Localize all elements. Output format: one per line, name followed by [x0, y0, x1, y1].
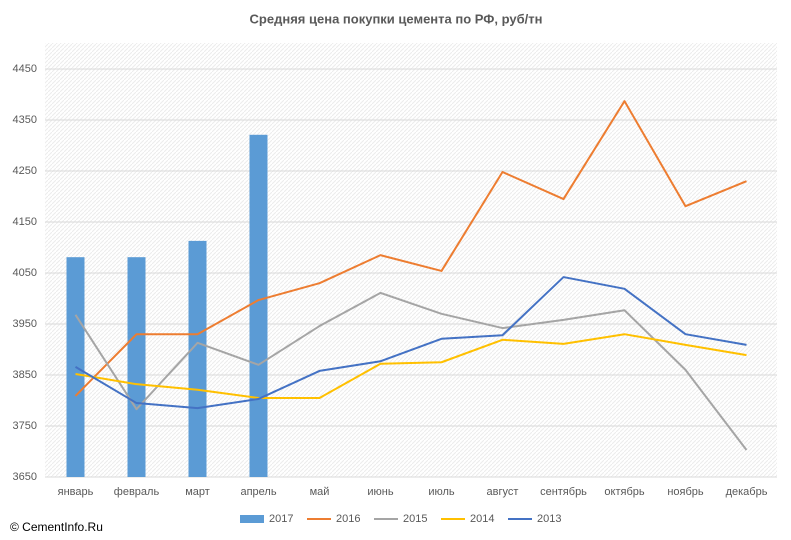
bar — [249, 134, 268, 478]
y-tick-label: 3950 — [13, 318, 37, 330]
x-tick-label: август — [487, 486, 519, 498]
y-tick-label: 4050 — [13, 267, 37, 279]
legend-swatch — [240, 515, 264, 523]
copyright: © CementInfo.Ru — [10, 520, 103, 534]
y-tick-label: 3650 — [13, 471, 37, 483]
legend-label: 2017 — [269, 513, 293, 525]
line — [74, 291, 748, 451]
x-tick-label: январь — [58, 486, 94, 498]
x-tick-label: ноябрь — [667, 486, 704, 498]
line — [74, 100, 747, 397]
legend-label: 2015 — [403, 513, 427, 525]
plot-background — [45, 43, 777, 477]
x-tick-label: июнь — [367, 486, 393, 498]
bar — [188, 240, 207, 477]
bar — [127, 257, 146, 477]
y-tick-label: 4150 — [13, 216, 37, 228]
line — [75, 333, 747, 399]
chart-title: Средняя цена покупки цемента по РФ, руб/… — [250, 11, 543, 26]
x-tick-label: сентябрь — [540, 486, 587, 498]
x-tick-label: октябрь — [604, 486, 644, 498]
legend-label: 2013 — [537, 513, 561, 525]
line — [74, 276, 747, 410]
x-tick-label: март — [185, 486, 210, 498]
y-tick-label: 3850 — [13, 369, 37, 381]
y-tick-label: 3750 — [13, 420, 37, 432]
x-tick-label: апрель — [240, 486, 276, 498]
y-tick-label: 4250 — [13, 165, 37, 177]
legend-label: 2016 — [336, 513, 360, 525]
legend-label: 2014 — [470, 513, 494, 525]
x-tick-label: декабрь — [726, 486, 768, 498]
y-tick-label: 4450 — [13, 63, 37, 75]
x-tick-label: июль — [428, 486, 455, 498]
y-tick-label: 4350 — [13, 114, 37, 126]
x-tick-label: май — [310, 486, 330, 498]
x-tick-label: февраль — [114, 486, 160, 498]
